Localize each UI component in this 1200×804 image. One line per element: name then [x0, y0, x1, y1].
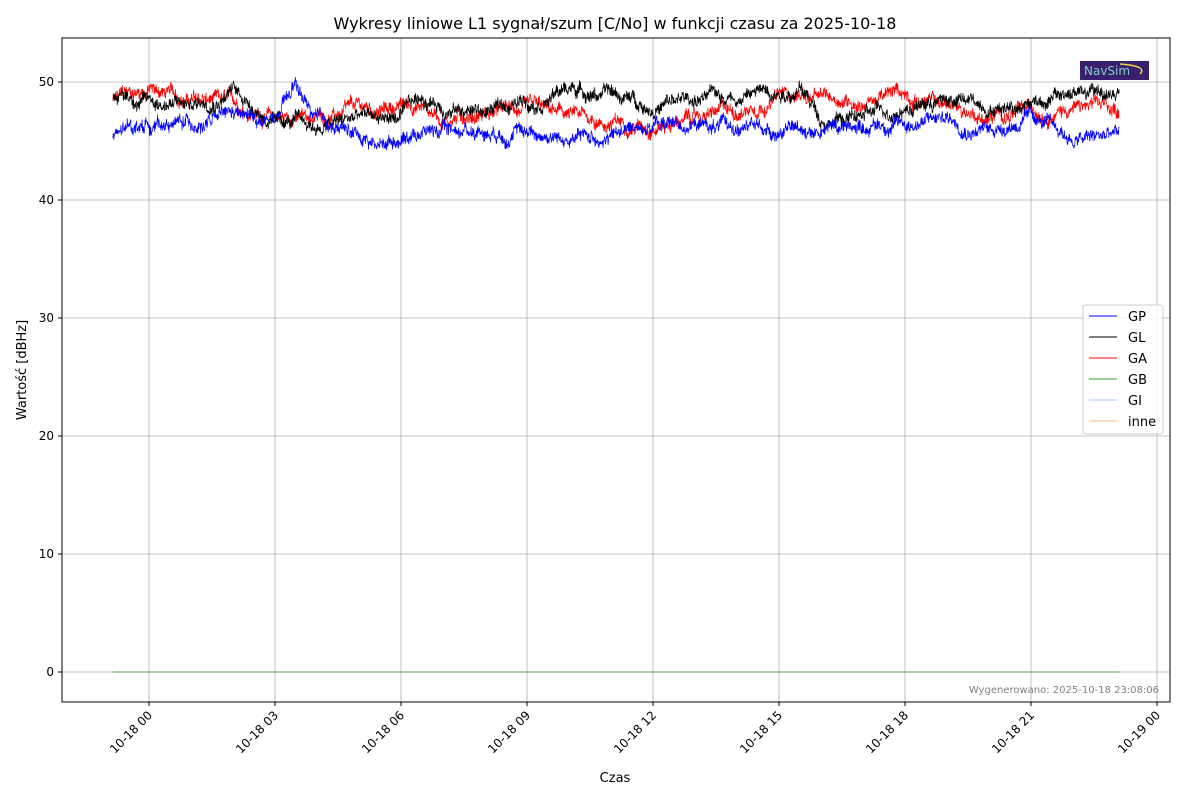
- series-lines: [112, 76, 1120, 673]
- x-tick-label: 10-18 03: [233, 708, 281, 756]
- series-line-gp: [112, 76, 1120, 151]
- legend-label-inne: inne: [1128, 415, 1156, 430]
- legend-label-gb: GB: [1128, 373, 1147, 388]
- legend-label-gi: GI: [1128, 394, 1142, 409]
- legend-label-gp: GP: [1128, 310, 1146, 325]
- y-tick-label: 50: [39, 75, 54, 89]
- legend-label-ga: GA: [1128, 352, 1147, 367]
- y-axis: 0 10 20 30 40 50: [39, 75, 62, 679]
- navsim-logo: NavSim: [1080, 61, 1149, 80]
- x-tick-label: 10-18 00: [107, 708, 155, 756]
- chart-title: Wykresy liniowe L1 sygnał/szum [C/No] w …: [334, 14, 897, 33]
- y-tick-label: 30: [39, 311, 54, 325]
- x-tick-label: 10-18 21: [989, 708, 1037, 756]
- plot-frame: [61, 37, 1171, 703]
- x-tick-label: 10-18 18: [863, 708, 911, 756]
- x-tick-label: 10-18 12: [611, 708, 659, 756]
- series-line-gl: [112, 80, 1120, 137]
- x-tick-label: 10-19 00: [1115, 708, 1163, 756]
- x-tick-label: 10-18 15: [737, 708, 785, 756]
- generated-footnote: Wygenerowano: 2025-10-18 23:08:06: [969, 685, 1159, 696]
- y-tick-label: 40: [39, 193, 54, 207]
- grid: [62, 38, 1170, 702]
- x-tick-label: 10-18 06: [359, 708, 407, 756]
- svg-text:NavSim: NavSim: [1084, 64, 1130, 78]
- legend: GP GL GA GB GI inne: [1082, 304, 1164, 435]
- y-tick-label: 10: [39, 547, 54, 561]
- x-axis-label: Czas: [600, 771, 631, 786]
- x-tick-label: 10-18 09: [485, 708, 533, 756]
- legend-label-gl: GL: [1128, 331, 1146, 346]
- x-axis: 10-18 00 10-18 03 10-18 06 10-18 09 10-18 12…: [107, 702, 1163, 756]
- y-tick-label: 0: [46, 665, 54, 679]
- y-tick-label: 20: [39, 429, 54, 443]
- y-axis-label: Wartość [dBHz]: [15, 320, 30, 420]
